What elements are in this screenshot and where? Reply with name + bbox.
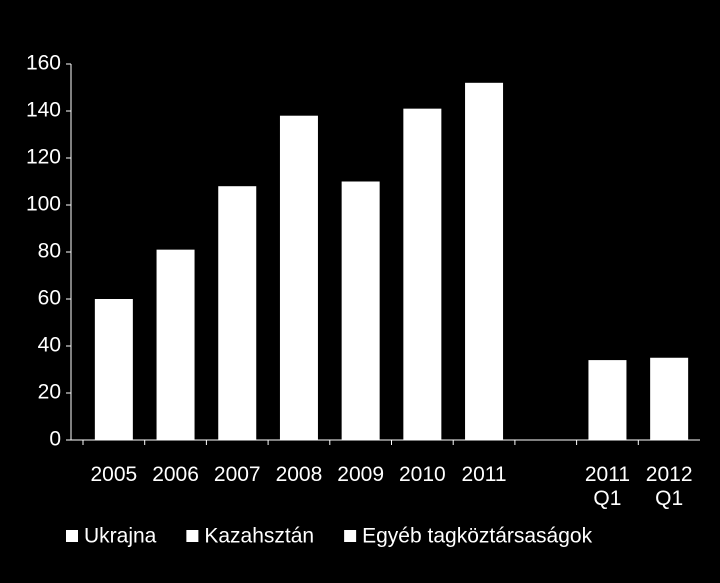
bar	[650, 357, 689, 440]
y-tick-label: 20	[38, 381, 61, 404]
bar	[218, 186, 257, 440]
bar	[94, 299, 133, 440]
legend-swatch	[66, 530, 78, 542]
x-tick-label: 2007	[213, 463, 261, 486]
legend-label: Ukrajna	[84, 525, 157, 548]
y-tick-label: 0	[49, 428, 61, 451]
bar	[341, 181, 380, 440]
x-tick-label: 2006	[152, 463, 199, 486]
x-tick-label: 2011	[461, 463, 507, 486]
y-tick-label: 160	[26, 52, 61, 75]
legend-label: Kazahsztán	[204, 525, 314, 548]
y-tick-label: 100	[26, 193, 61, 216]
x-tick-label: 2005	[90, 463, 138, 486]
y-tick-label: 40	[38, 334, 61, 357]
bar	[465, 82, 504, 441]
x-tick-label: 2009	[337, 463, 384, 486]
bar	[156, 249, 195, 440]
x-tick-label: 2011 Q1	[584, 463, 631, 510]
legend-swatch	[186, 530, 199, 542]
bar	[403, 108, 442, 441]
x-tick-label: 2008	[275, 463, 323, 486]
legend-label: Egyéb tagköztársaságok	[362, 525, 592, 548]
y-tick-label: 80	[38, 240, 61, 263]
bar	[588, 360, 627, 440]
x-tick-label: 2010	[398, 463, 446, 486]
x-tick-label: 2012 Q1	[645, 463, 693, 510]
y-tick-label: 120	[26, 146, 61, 169]
y-tick-label: 60	[38, 287, 61, 310]
y-tick-label: 140	[26, 99, 61, 122]
bar	[279, 115, 318, 440]
legend-swatch	[344, 530, 357, 542]
